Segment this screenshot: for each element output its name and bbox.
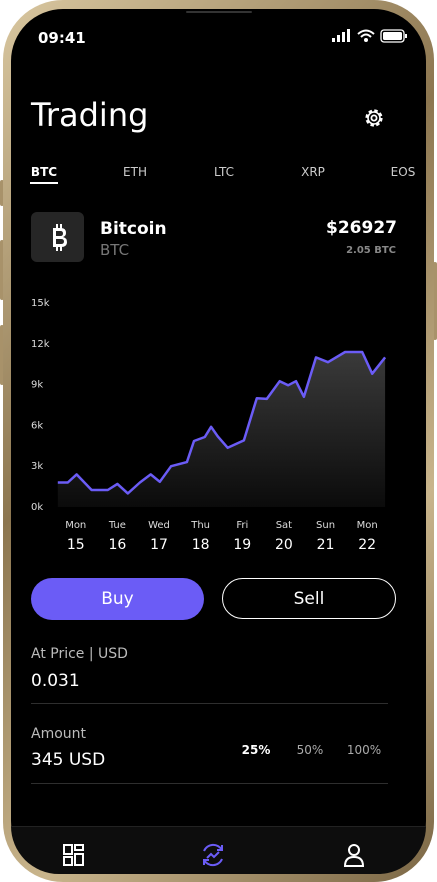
status-time: 09:41 bbox=[38, 29, 86, 47]
side-button bbox=[0, 325, 4, 385]
side-button bbox=[0, 240, 4, 300]
coin-icon-box bbox=[31, 212, 84, 262]
x-tick-label: 16 bbox=[108, 537, 126, 553]
x-tick-label: 19 bbox=[233, 537, 251, 553]
x-tick-weekday: Sat bbox=[276, 520, 292, 531]
percentage-option[interactable]: 100% bbox=[346, 743, 382, 757]
tab[interactable]: LTC bbox=[213, 165, 235, 179]
x-tick-weekday: Mon bbox=[65, 520, 86, 531]
line bbox=[57, 350, 387, 495]
y-tick-label: 6k bbox=[31, 420, 43, 431]
price-chart: 0k 3k 6k 9k 12k 15k Mon 15 Tue 16 Wed 17 Thu 18 Fri 19 S… bbox=[31, 298, 387, 553]
x-tick-weekday: Wed bbox=[148, 520, 170, 531]
coin-icon bbox=[53, 224, 67, 251]
amount-input[interactable]: 345 USD bbox=[31, 750, 106, 770]
percentage-option[interactable]: 25% bbox=[241, 743, 271, 757]
side-button bbox=[433, 262, 437, 340]
tab[interactable]: ETH bbox=[123, 165, 147, 179]
y-tick-label: 3k bbox=[31, 461, 43, 472]
side-button bbox=[0, 180, 4, 206]
divider bbox=[31, 703, 388, 704]
x-tick-weekday: Tue bbox=[108, 520, 126, 531]
x-tick-weekday: Sun bbox=[316, 520, 335, 531]
x-tick-weekday: Fri bbox=[236, 520, 248, 531]
x-tick-label: 21 bbox=[317, 537, 335, 553]
area bbox=[57, 352, 386, 507]
nav-dashboard[interactable] bbox=[62, 843, 86, 867]
buy-button[interactable]: Buy bbox=[31, 578, 204, 620]
divider bbox=[31, 783, 388, 784]
y-tick-label: 15k bbox=[31, 298, 50, 309]
x-tick-label: 22 bbox=[358, 537, 376, 553]
coin-holding: 2.05 BTC bbox=[346, 245, 396, 256]
y-tick-label: 0k bbox=[31, 502, 43, 513]
price-input[interactable]: 0.031 bbox=[31, 671, 80, 691]
coin-name: Bitcoin bbox=[100, 219, 167, 239]
tab-underline bbox=[30, 182, 58, 184]
amount-label: Amount bbox=[31, 726, 87, 742]
notch bbox=[186, 11, 252, 13]
y-tick-label: 9k bbox=[31, 380, 43, 391]
coin-price: $26927 bbox=[326, 218, 397, 238]
x-tick-label: 18 bbox=[192, 537, 210, 553]
nav-trading[interactable] bbox=[200, 842, 226, 868]
y-tick-label: 12k bbox=[31, 339, 50, 350]
tab[interactable]: EOS bbox=[390, 165, 416, 179]
status-icons bbox=[332, 29, 407, 43]
price-label: At Price | USD bbox=[31, 646, 128, 662]
coin-symbol: BTC bbox=[100, 241, 130, 259]
settings-icon[interactable] bbox=[362, 106, 386, 130]
page-title: Trading bbox=[31, 96, 149, 134]
nav-profile[interactable] bbox=[342, 842, 366, 868]
x-tick-weekday: Mon bbox=[357, 520, 378, 531]
x-tick-weekday: Thu bbox=[190, 520, 210, 531]
x-tick-label: 17 bbox=[150, 537, 168, 553]
sell-button[interactable]: Sell bbox=[222, 578, 396, 619]
x-tick-label: 20 bbox=[275, 537, 293, 553]
x-tick-label: 15 bbox=[67, 537, 85, 553]
tab[interactable]: BTC bbox=[30, 165, 58, 179]
tab[interactable]: XRP bbox=[301, 165, 325, 179]
percentage-option[interactable]: 50% bbox=[296, 743, 324, 757]
